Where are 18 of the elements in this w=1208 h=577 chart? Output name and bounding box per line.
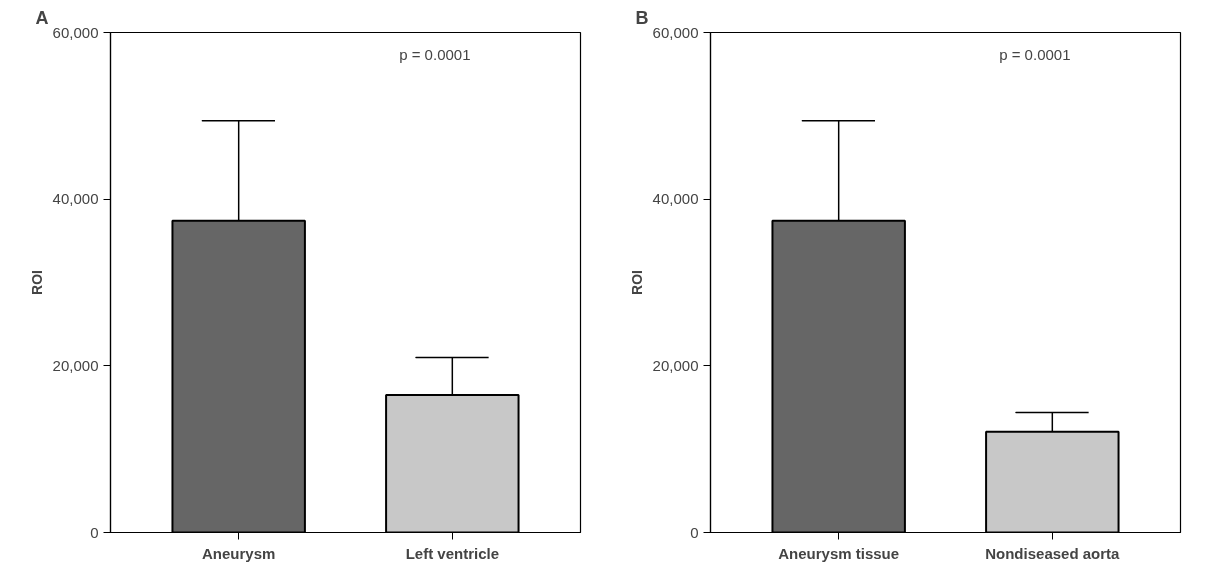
- x-tick-label: Nondiseased aorta: [985, 544, 1121, 562]
- chart-title: A: [35, 7, 49, 28]
- y-axis-title: ROI: [628, 270, 645, 295]
- x-tick-label: Left ventricle: [405, 544, 500, 562]
- y-axis-title: ROI: [28, 270, 45, 295]
- y-tick-label: 40,000: [52, 190, 99, 208]
- y-tick-label: 60,000: [652, 23, 699, 41]
- y-tick-label: 40,000: [652, 190, 699, 208]
- x-tick-label: Aneurysm tissue: [778, 544, 900, 562]
- x-tick-label: Aneurysm: [202, 544, 276, 562]
- y-tick-label: 20,000: [52, 356, 99, 374]
- y-tick-label: 0: [690, 523, 699, 541]
- annotation: p = 0.0001: [399, 45, 471, 63]
- y-tick-label: 20,000: [652, 356, 699, 374]
- y-tick-label: 0: [90, 523, 99, 541]
- annotation: p = 0.0001: [999, 45, 1071, 63]
- chart-title: B: [635, 7, 649, 28]
- y-tick-label: 60,000: [52, 23, 99, 41]
